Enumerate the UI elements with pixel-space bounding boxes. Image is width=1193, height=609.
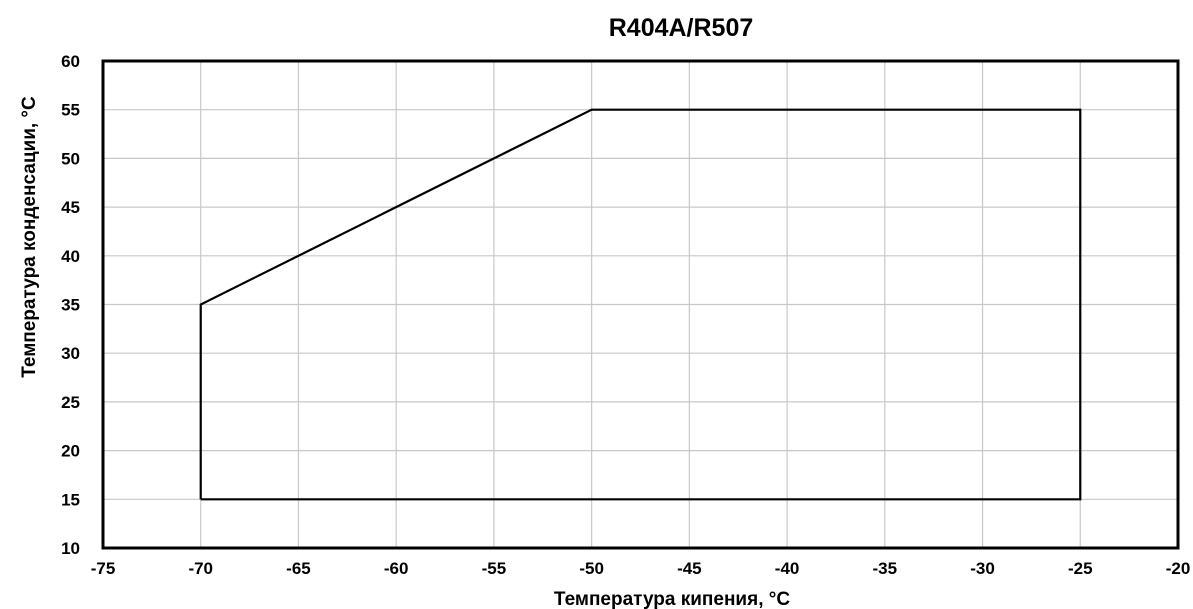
x-tick-label: -30 [970,559,995,578]
x-tick-label: -45 [677,559,702,578]
x-axis-label: Температура кипения, °C [554,589,790,609]
y-tick-label: 10 [61,539,80,558]
envelope-series [199,108,1082,501]
x-tick-label: -25 [1068,559,1093,578]
y-tick-label: 45 [61,198,80,217]
y-tick-label: 50 [61,149,80,168]
y-tick-label: 15 [61,490,80,509]
y-tick-label: 40 [61,247,80,266]
y-axis-label: Температура конденсации, °С [19,96,40,378]
y-tick-label: 20 [61,442,80,461]
x-tick-label: -75 [91,559,116,578]
y-tick-label: 55 [61,101,80,120]
x-tick-labels: -75 -70 -65 -60 -55 -50 -45 -40 -35 -30 -25 -20 [91,559,1191,578]
x-tick-label: -35 [873,559,898,578]
y-tick-label: 25 [61,393,80,412]
y-tick-label: 35 [61,296,80,315]
x-tick-label: -40 [775,559,800,578]
x-tick-label: -70 [188,559,213,578]
x-tick-label: -60 [384,559,409,578]
x-tick-label: -55 [482,559,507,578]
grid [102,60,1179,549]
envelope-line [199,108,1082,501]
x-tick-label: -50 [579,559,604,578]
chart-title: R404A/R507 [609,14,754,42]
y-tick-label: 30 [61,344,80,363]
plot-frame [101,59,1180,550]
x-tick-label: -65 [286,559,311,578]
y-tick-labels: 10 15 20 25 30 35 40 45 50 55 60 [61,52,80,558]
y-tick-label: 60 [61,52,80,71]
x-tick-label: -20 [1166,559,1191,578]
